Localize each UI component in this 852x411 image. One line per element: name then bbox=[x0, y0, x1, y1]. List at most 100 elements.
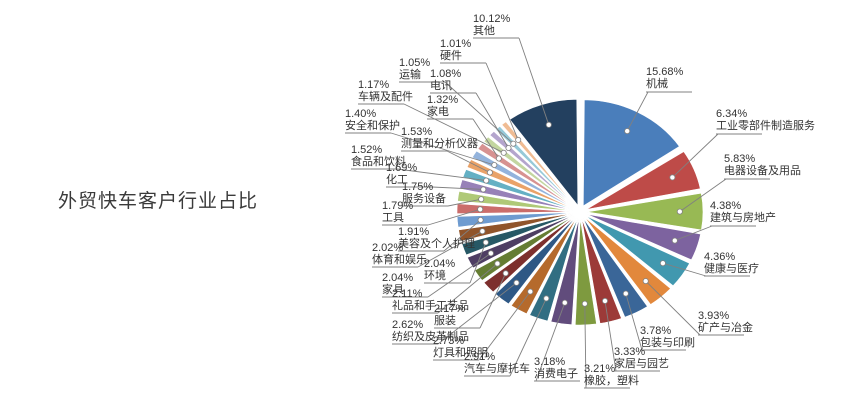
slice-label: 1.53% 测量和分析仪器 bbox=[401, 126, 478, 151]
slice-percent: 3.93% bbox=[698, 310, 730, 322]
slice-percent: 1.91% bbox=[398, 226, 430, 238]
pie-slice[interactable] bbox=[550, 218, 580, 326]
slice-percent: 1.40% bbox=[345, 108, 377, 120]
slice-name: 礼品和手工艺品 bbox=[392, 300, 469, 313]
pie-slice[interactable] bbox=[471, 150, 575, 209]
leader-line bbox=[417, 230, 483, 268]
leader-line bbox=[403, 103, 504, 154]
dot-marker bbox=[622, 290, 629, 297]
pie-slice[interactable] bbox=[584, 217, 671, 305]
slice-name: 橡胶，塑料 bbox=[584, 375, 639, 388]
pie-slice[interactable] bbox=[585, 215, 690, 287]
leader-line bbox=[431, 186, 484, 190]
slice-name: 美容及个人护理 bbox=[398, 238, 475, 251]
dot-marker bbox=[527, 288, 534, 295]
slice-name: 食品和饮料 bbox=[351, 156, 406, 169]
slice-percent: 1.79% bbox=[382, 200, 414, 212]
slice-percent: 1.05% bbox=[399, 57, 431, 69]
pie-slice[interactable] bbox=[510, 217, 577, 315]
slice-name: 硬件 bbox=[440, 50, 462, 63]
slice-name: 机械 bbox=[646, 78, 668, 91]
slice-percent: 1.01% bbox=[440, 38, 472, 50]
pie-slice[interactable] bbox=[582, 218, 648, 318]
pie-slice[interactable] bbox=[495, 125, 576, 208]
pie-slice[interactable] bbox=[529, 218, 578, 322]
slice-name: 工具 bbox=[382, 212, 404, 225]
slice-name: 服装 bbox=[434, 315, 456, 328]
slice-label: 1.08% 电讯 bbox=[430, 68, 461, 93]
dot-marker bbox=[494, 260, 501, 267]
slice-label: 4.36% 健康与医疗 bbox=[704, 251, 759, 276]
slice-label: 2.04% 家具 bbox=[382, 272, 413, 297]
dot-marker bbox=[487, 250, 494, 257]
slice-label: 1.40% 安全和保护 bbox=[345, 108, 400, 133]
dot-marker bbox=[545, 121, 552, 128]
leader-line bbox=[584, 303, 587, 389]
leader-line bbox=[427, 252, 492, 298]
leader-line bbox=[625, 293, 643, 351]
leader-line bbox=[443, 219, 481, 252]
slice-percent: 1.52% bbox=[351, 144, 383, 156]
slice-name: 工业零部件制造服务 bbox=[716, 120, 815, 133]
slice-label: 1.79% 工具 bbox=[382, 200, 413, 225]
dot-marker bbox=[479, 228, 486, 235]
slice-percent: 2.91% bbox=[464, 351, 496, 363]
dot-marker bbox=[510, 140, 517, 147]
slice-name: 其他 bbox=[473, 25, 495, 38]
slice-label: 1.17% 车辆及配件 bbox=[358, 79, 413, 104]
slice-percent: 2.11% bbox=[392, 288, 423, 300]
dot-marker bbox=[671, 237, 678, 244]
leader-line bbox=[472, 118, 500, 159]
slice-label: 3.78% 包装与印刷 bbox=[640, 325, 695, 350]
leader-line bbox=[672, 133, 719, 178]
slice-label: 15.68% 机械 bbox=[646, 66, 683, 91]
pie-slice[interactable] bbox=[586, 151, 701, 210]
slice-label: 1.69% 化工 bbox=[386, 162, 417, 187]
slice-percent: 2.02% bbox=[372, 242, 404, 254]
slice-percent: 1.08% bbox=[430, 68, 462, 80]
pie-slice[interactable] bbox=[466, 159, 574, 210]
dot-marker bbox=[486, 169, 493, 176]
pie-slice[interactable] bbox=[467, 214, 574, 269]
pie-slice[interactable] bbox=[457, 191, 574, 212]
slice-percent: 1.32% bbox=[427, 94, 459, 106]
pie-slice[interactable] bbox=[583, 99, 680, 207]
pie-slice[interactable] bbox=[489, 130, 576, 208]
leader-line bbox=[662, 262, 707, 277]
slice-name: 家居与园艺 bbox=[614, 358, 669, 371]
leader-line bbox=[509, 298, 547, 377]
dot-marker bbox=[515, 136, 522, 143]
page-title: 外贸快车客户行业占比 bbox=[58, 191, 259, 212]
pie-slice[interactable] bbox=[586, 213, 701, 261]
pie-slice[interactable] bbox=[581, 218, 622, 324]
dot-marker bbox=[483, 177, 490, 184]
slice-label: 1.52% 食品和饮料 bbox=[351, 144, 406, 169]
leader-line bbox=[444, 81, 514, 145]
slice-percent: 6.34% bbox=[716, 108, 748, 120]
leader-line bbox=[437, 263, 498, 314]
slice-name: 家电 bbox=[427, 106, 449, 119]
pie-slice[interactable] bbox=[477, 142, 575, 209]
dot-marker bbox=[482, 239, 489, 246]
pie-slice[interactable] bbox=[458, 213, 574, 242]
leader-line bbox=[478, 291, 531, 361]
slice-percent: 3.21% bbox=[584, 363, 616, 375]
pie-slice[interactable] bbox=[501, 121, 576, 207]
pie-slice[interactable] bbox=[574, 218, 597, 326]
leader-line bbox=[447, 198, 482, 207]
slice-percent: 2.73% bbox=[433, 335, 465, 347]
slice-label: 1.91% 美容及个人护理 bbox=[398, 226, 475, 251]
slice-name: 车辆及配件 bbox=[358, 91, 413, 104]
slice-name: 包装与印刷 bbox=[640, 337, 695, 350]
dot-marker bbox=[478, 196, 485, 203]
slice-label: 3.93% 矿产与冶金 bbox=[698, 310, 753, 335]
slice-name: 测量和分析仪器 bbox=[401, 138, 478, 151]
leader-line bbox=[479, 273, 507, 329]
dot-marker bbox=[491, 161, 498, 168]
slice-name: 纺织及皮革制品 bbox=[392, 331, 469, 344]
leader-line bbox=[390, 132, 495, 166]
pie-slice[interactable] bbox=[461, 214, 574, 256]
slice-label: 1.75% 服务设备 bbox=[402, 181, 446, 206]
